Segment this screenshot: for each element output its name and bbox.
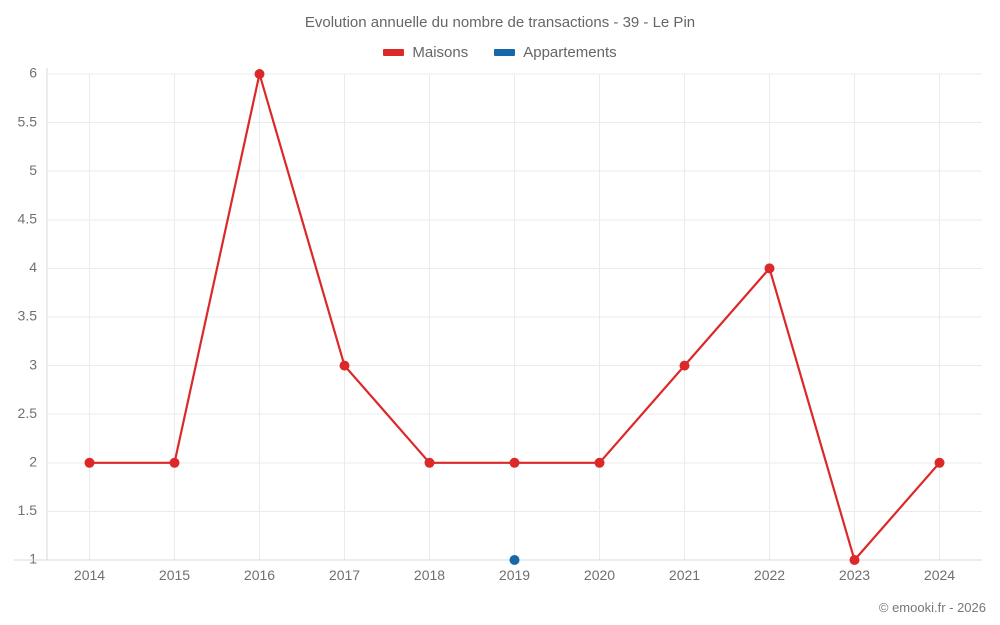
x-axis-tick-label: 2023 [839,567,870,583]
data-point-maisons-2017[interactable] [339,360,350,371]
data-point-appartements-2019[interactable] [509,555,520,565]
y-axis-tick-label: 4 [29,259,37,275]
legend-swatch-icon [494,49,516,56]
chart-title: Evolution annuelle du nombre de transact… [304,14,696,31]
y-axis-tick-label: 6 [29,65,37,81]
data-point-maisons-2015[interactable] [169,457,180,468]
y-axis-tick-label: 5.5 [18,113,38,129]
x-axis-tick-label: 2018 [414,567,445,583]
y-axis-tick-label: 3 [29,356,37,372]
legend-item-appartements[interactable]: Appartements [494,44,617,61]
x-axis-tick-label: 2020 [584,567,615,583]
data-point-maisons-2023[interactable] [849,555,860,565]
data-point-maisons-2021[interactable] [679,360,690,371]
credit-text: © emooki.fr - 2026 [878,600,986,615]
data-point-maisons-2019[interactable] [509,457,520,468]
y-axis-tick-label: 1 [29,551,37,567]
y-axis-tick-label: 4.5 [18,211,38,227]
chart-legend: Maisons Appartements [0,45,1000,60]
legend-label: Maisons [412,44,469,61]
data-point-maisons-2024[interactable] [934,457,945,468]
x-axis-tick-label: 2015 [159,567,190,583]
x-axis-tick-label: 2016 [244,567,275,583]
legend-label: Appartements [523,44,617,61]
x-axis-tick-label: 2019 [499,567,530,583]
y-axis-tick-label: 2 [29,454,37,470]
data-point-maisons-2016[interactable] [254,69,265,79]
y-axis-tick-label: 5 [29,162,37,178]
y-axis-tick-label: 2.5 [18,405,38,421]
data-point-maisons-2022[interactable] [764,263,775,274]
x-axis-tick-label: 2024 [924,567,955,583]
y-axis-tick-label: 1.5 [18,502,38,518]
x-axis-tick-label: 2022 [754,567,785,583]
legend-swatch-icon [383,49,405,56]
data-point-maisons-2018[interactable] [424,457,435,468]
data-point-maisons-2014[interactable] [84,457,95,468]
x-axis-tick-label: 2021 [669,567,700,583]
legend-item-maisons[interactable]: Maisons [383,45,468,60]
y-axis-tick-label: 3.5 [18,308,38,324]
x-axis-tick-label: 2014 [74,567,105,583]
data-point-maisons-2020[interactable] [594,457,605,468]
x-axis-tick-label: 2017 [329,567,360,583]
